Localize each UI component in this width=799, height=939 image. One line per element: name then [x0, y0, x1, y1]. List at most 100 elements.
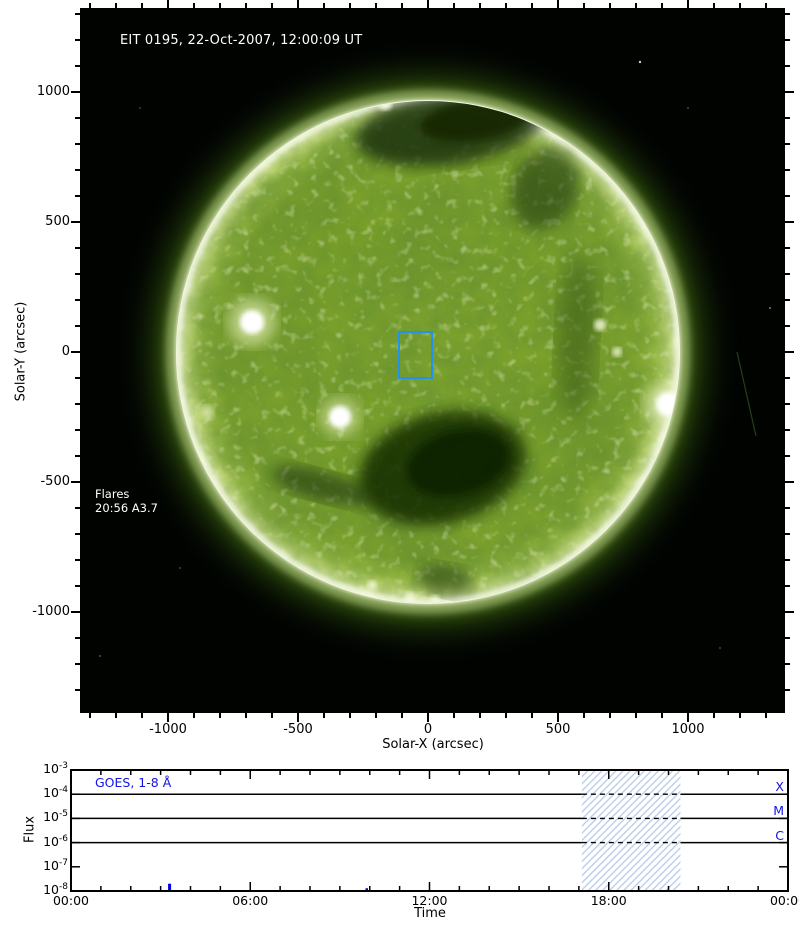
- goes-y-tick-label: 10-8: [43, 882, 68, 898]
- tick-mark: [785, 65, 790, 67]
- tick-mark: [785, 117, 790, 119]
- goes-tick-mark: [72, 841, 80, 844]
- tick-mark: [89, 3, 91, 8]
- flux-spike: [168, 883, 172, 890]
- tick-mark: [401, 713, 403, 718]
- tick-mark: [785, 325, 790, 327]
- tick-mark: [323, 713, 325, 718]
- tick-mark: [557, 0, 559, 8]
- tick-mark: [765, 713, 767, 718]
- tick-mark: [505, 713, 507, 718]
- goes-x-tick-label: 00:00: [52, 893, 90, 908]
- flux-class-label: C: [775, 827, 784, 843]
- tick-mark: [167, 713, 169, 722]
- goes-tick-mark: [518, 771, 520, 775]
- x-tick-label: 500: [545, 722, 571, 737]
- goes-tick-mark: [518, 886, 520, 890]
- goes-tick-mark: [779, 817, 787, 820]
- tick-mark: [785, 377, 790, 379]
- tick-mark: [479, 713, 481, 718]
- tick-mark: [531, 3, 533, 8]
- tick-mark: [375, 3, 377, 8]
- goes-tick-mark: [428, 882, 431, 890]
- tick-mark: [75, 39, 80, 41]
- tick-mark: [245, 713, 247, 718]
- goes-tick-mark: [637, 886, 640, 890]
- tick-mark: [785, 663, 790, 665]
- goes-tick-mark: [219, 771, 222, 775]
- tick-mark: [785, 533, 790, 535]
- goes-tick-mark: [398, 886, 401, 890]
- goes-tick-mark: [548, 771, 550, 775]
- tick-mark: [297, 0, 299, 8]
- goes-tick-mark: [189, 886, 192, 890]
- goes-x-tick-label: 00:00: [769, 893, 799, 908]
- tick-mark: [141, 713, 143, 718]
- tick-mark: [739, 3, 741, 8]
- goes-tick-mark: [757, 771, 759, 775]
- goes-tick-mark: [219, 886, 222, 890]
- tick-mark: [75, 533, 80, 535]
- tick-mark: [785, 455, 790, 457]
- goes-tick-mark: [727, 771, 729, 775]
- goes-tick-mark: [458, 886, 461, 890]
- tick-mark: [661, 713, 663, 718]
- y-tick-label: -1000: [32, 604, 70, 619]
- y-tick-label: 1000: [36, 84, 70, 99]
- tick-mark: [75, 429, 80, 431]
- tick-mark: [75, 13, 80, 15]
- tick-mark: [75, 195, 80, 197]
- tick-mark: [75, 507, 80, 509]
- goes-series-label: GOES, 1-8 Å: [95, 775, 172, 790]
- tick-mark: [427, 0, 429, 8]
- goes-tick-mark: [488, 771, 490, 775]
- tick-mark: [167, 0, 169, 8]
- goes-tick-mark: [398, 771, 401, 775]
- tick-mark: [89, 713, 91, 718]
- flux-spike: [365, 888, 369, 890]
- goes-tick-mark: [779, 866, 787, 868]
- tick-mark: [713, 3, 715, 8]
- goes-y-tick-label: 10-4: [43, 785, 68, 801]
- goes-tick-mark: [727, 886, 729, 890]
- goes-tick-mark: [779, 793, 787, 795]
- goes-tick-mark: [757, 886, 759, 890]
- goes-tick-mark: [637, 771, 640, 775]
- tick-mark: [785, 143, 790, 145]
- goes-tick-mark: [779, 841, 787, 844]
- goes-tick-mark: [249, 771, 251, 779]
- goes-tick-mark: [159, 771, 162, 775]
- tick-mark: [75, 65, 80, 67]
- solar-x-axis-label: Solar-X (arcsec): [382, 737, 484, 752]
- goes-tick-mark: [279, 771, 281, 775]
- tick-mark: [713, 713, 715, 718]
- tick-mark: [635, 713, 637, 718]
- goes-x-tick-label: 18:00: [590, 893, 627, 908]
- tick-mark: [219, 3, 221, 8]
- tick-mark: [453, 713, 455, 718]
- tick-mark: [661, 3, 663, 8]
- tick-mark: [193, 3, 195, 8]
- tick-mark: [75, 325, 80, 327]
- goes-tick-mark: [548, 886, 550, 890]
- goes-tick-mark: [339, 886, 341, 890]
- tick-mark: [75, 663, 80, 665]
- tick-mark: [71, 221, 80, 223]
- y-tick-label: 500: [45, 214, 70, 229]
- tick-mark: [401, 3, 403, 8]
- goes-border: [70, 769, 789, 892]
- tick-mark: [739, 713, 741, 718]
- tick-mark: [75, 585, 80, 587]
- goes-tick-mark: [667, 886, 670, 890]
- goes-tick-mark: [578, 771, 580, 775]
- goes-tick-mark: [369, 886, 371, 890]
- tick-mark: [785, 39, 790, 41]
- goes-tick-mark: [578, 886, 580, 890]
- goes-x-tick-label: 12:00: [411, 893, 448, 908]
- tick-mark: [323, 3, 325, 8]
- tick-mark: [75, 377, 80, 379]
- tick-mark: [71, 91, 80, 93]
- goes-y-tick-label: 10-7: [43, 857, 68, 873]
- goes-tick-mark: [100, 771, 102, 775]
- tick-mark: [375, 713, 377, 718]
